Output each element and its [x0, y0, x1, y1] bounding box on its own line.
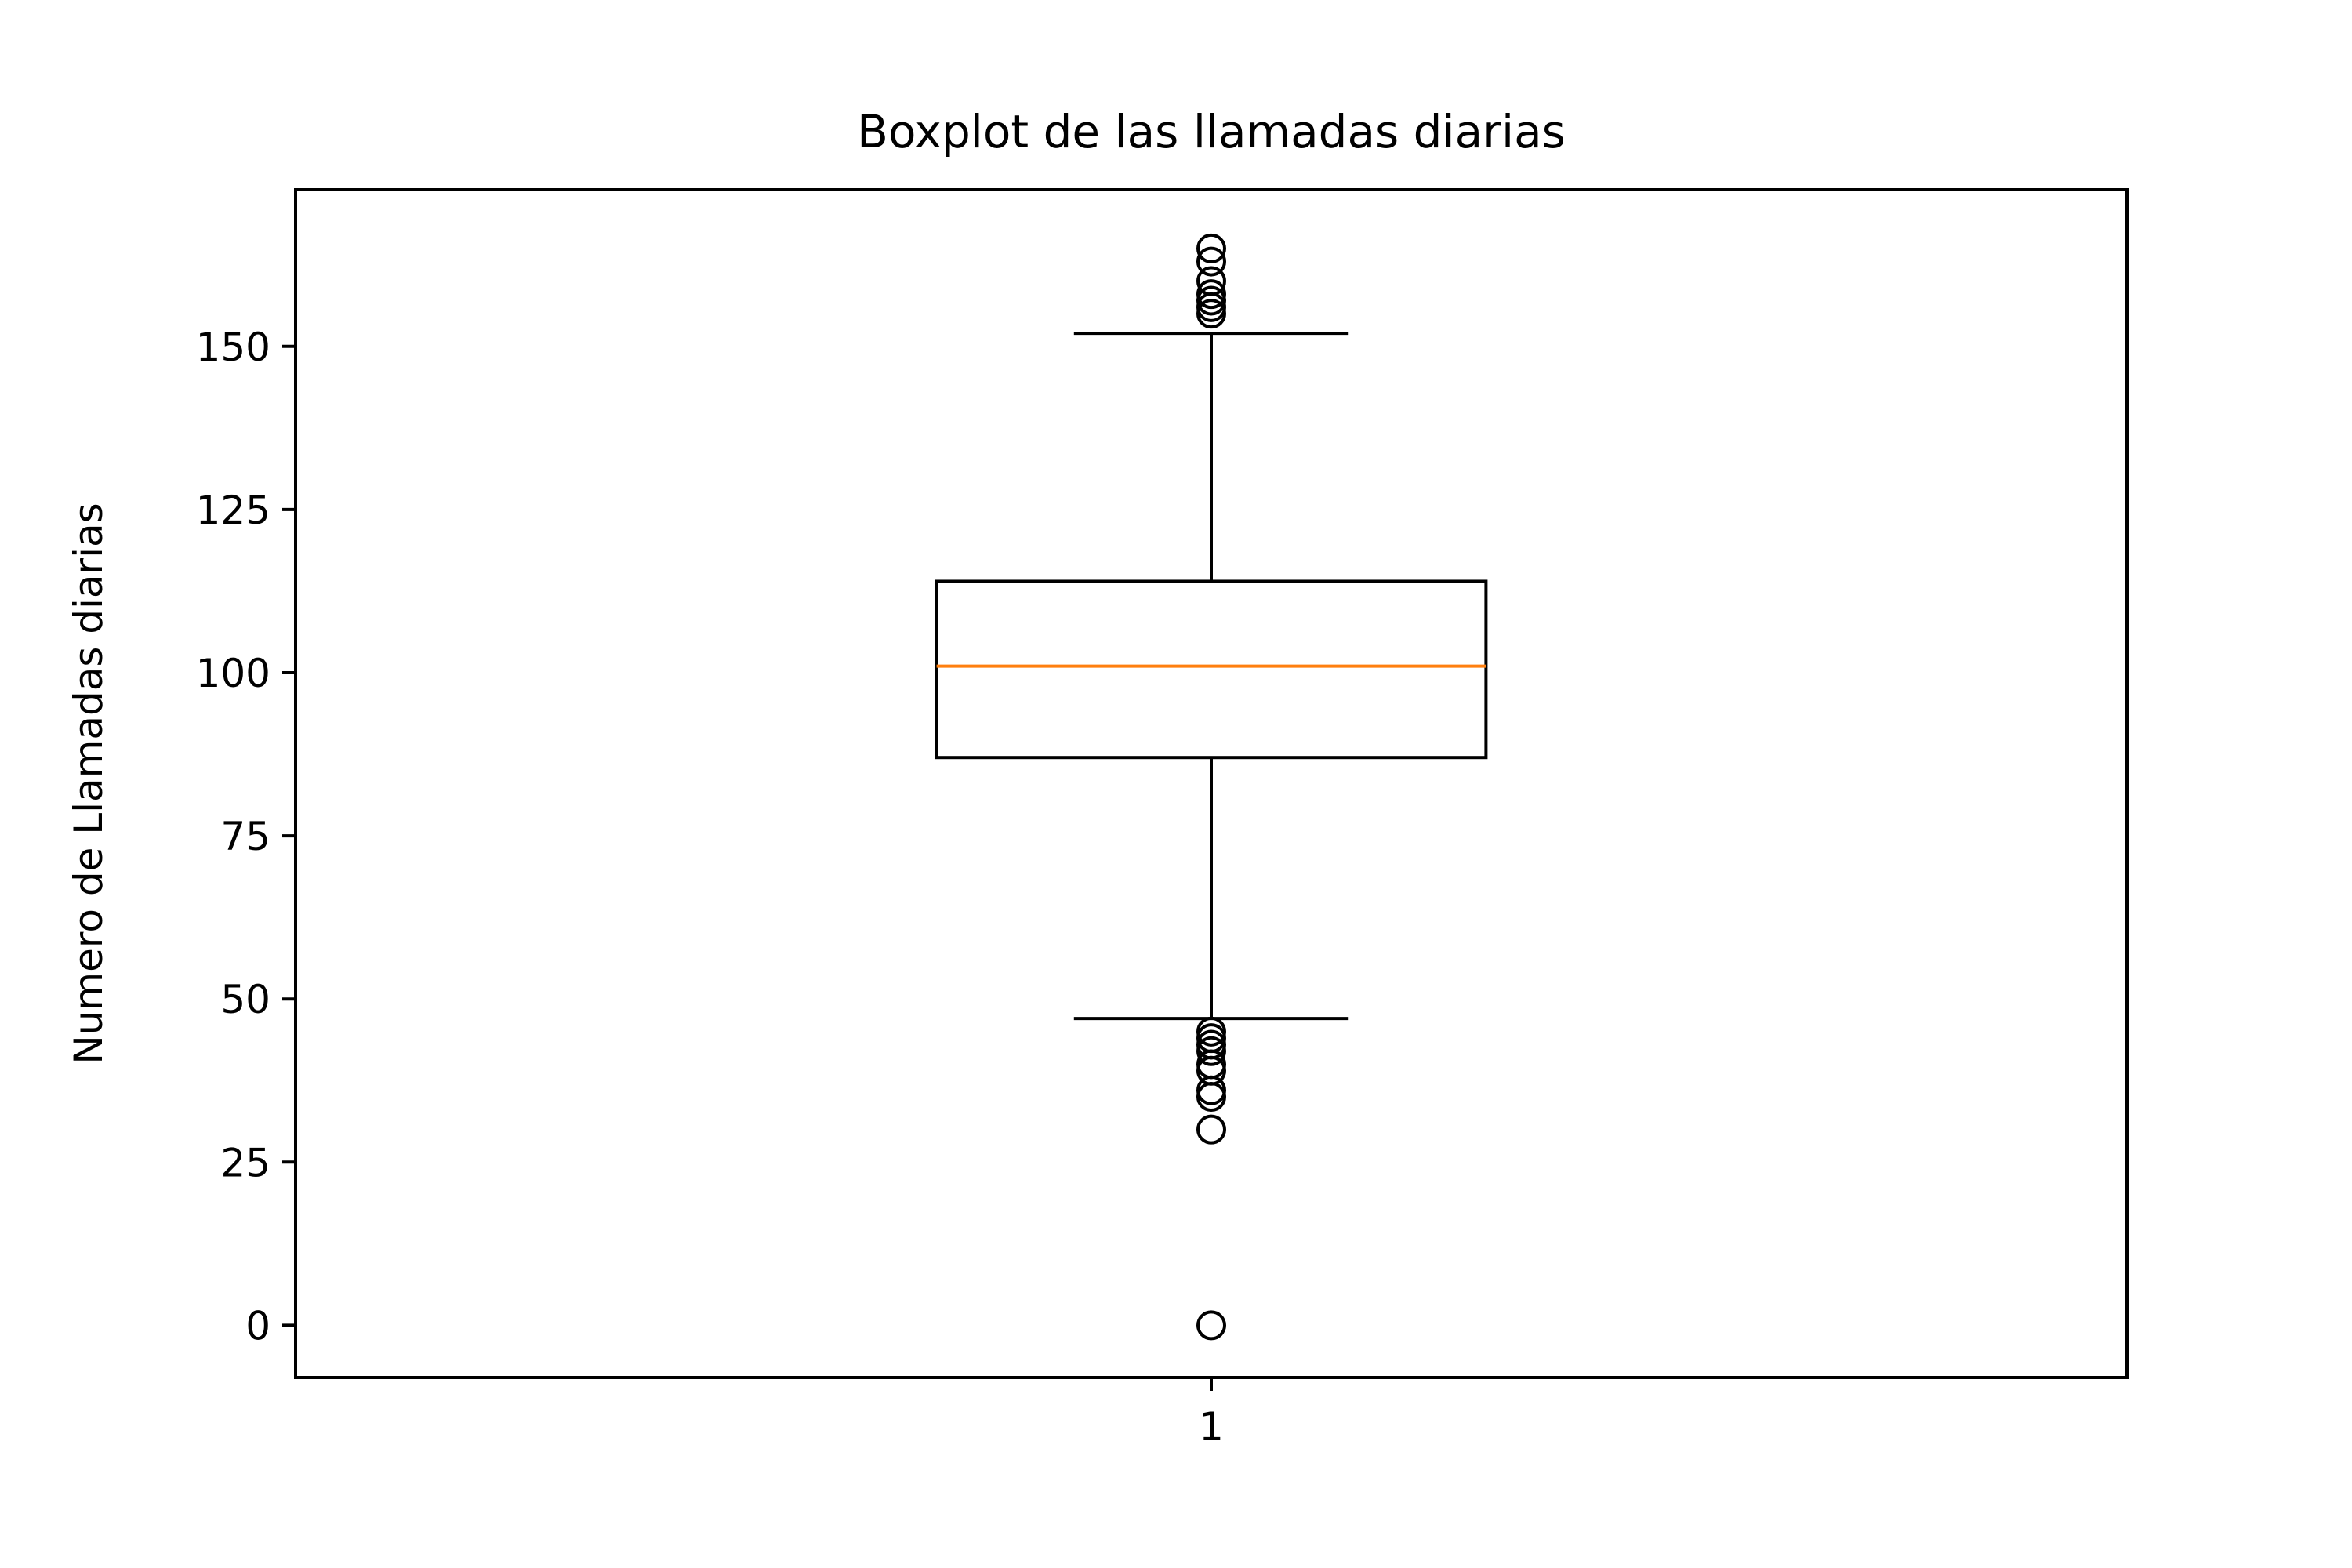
y-tick-label: 100 — [196, 651, 270, 696]
outlier-point — [1196, 266, 1226, 296]
x-axis-ticks: 1 — [1199, 1377, 1224, 1450]
plot-frame — [294, 188, 2129, 1379]
outlier-point — [1196, 1114, 1226, 1145]
chart-title: Boxplot de las llamadas diarias — [857, 105, 1566, 158]
box-group — [935, 233, 1488, 1341]
y-axis-ticks: 0 25 50 75 100 125 150 — [196, 325, 296, 1348]
outlier-point — [1196, 246, 1226, 277]
y-tick-label: 75 — [220, 814, 270, 859]
interquartile-box — [935, 579, 1488, 760]
outlier-point — [1196, 279, 1226, 310]
y-tick-label: 50 — [220, 977, 270, 1022]
y-axis-label: Numero de Llamadas diarias — [66, 503, 111, 1064]
outlier-point — [1196, 1016, 1226, 1047]
outlier-point — [1196, 233, 1226, 263]
x-tick-label: 1 — [1199, 1404, 1224, 1450]
y-tick-label: 25 — [220, 1140, 270, 1185]
outlier-point — [1196, 1310, 1226, 1341]
y-tick-label: 150 — [196, 325, 270, 370]
y-tick-label: 0 — [245, 1303, 270, 1348]
y-tick-label: 125 — [196, 488, 270, 533]
